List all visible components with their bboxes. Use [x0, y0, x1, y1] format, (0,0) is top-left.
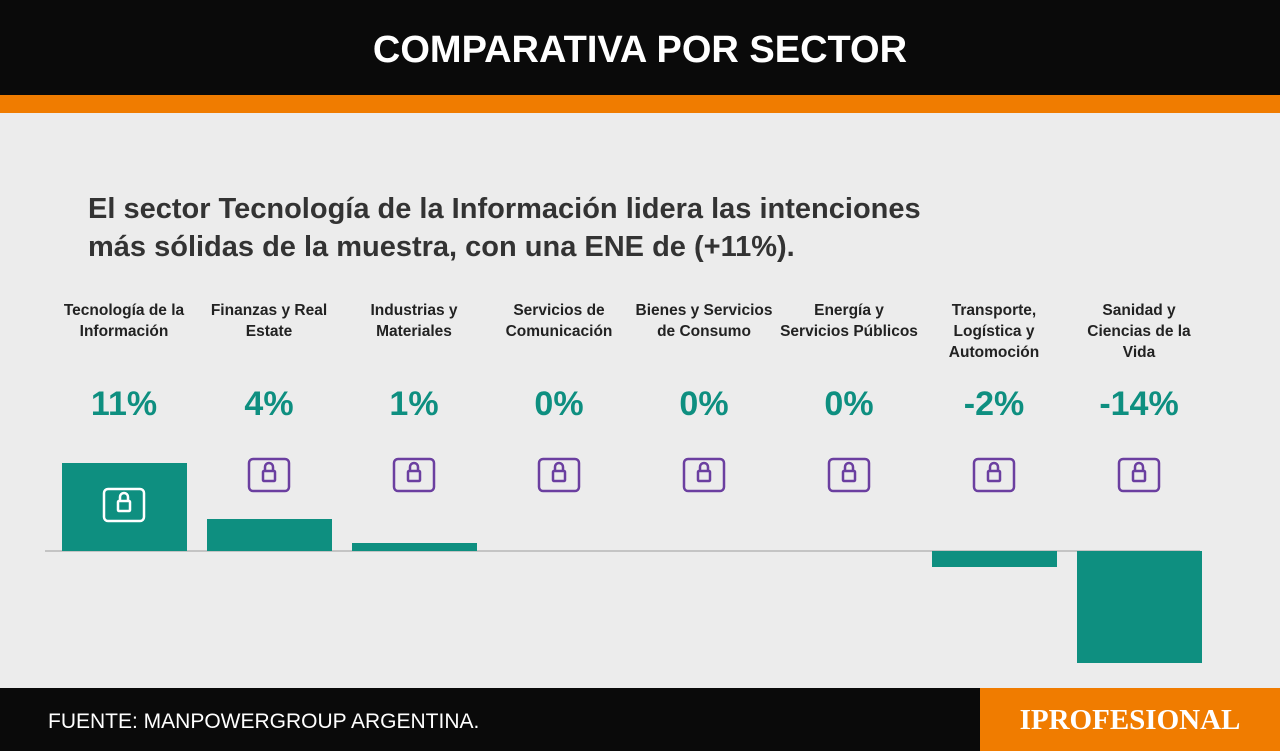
sector-icon: [537, 457, 581, 493]
value-label: 11%: [90, 385, 158, 423]
bar: [1077, 551, 1202, 663]
category-label: Tecnología de la Información: [63, 302, 185, 340]
sector-icon: [682, 457, 726, 493]
brand: IPROFESIONAL: [980, 688, 1280, 751]
zero-line: [45, 550, 1200, 552]
value-label: 4%: [244, 385, 294, 423]
category-label: Industrias y Materiales: [370, 302, 458, 340]
value-label: -2%: [963, 385, 1025, 423]
category-label: Sanidad y Ciencias de la Vida: [1087, 302, 1191, 361]
category-label: Finanzas y Real Estate: [210, 302, 328, 340]
sector-icon: [102, 487, 146, 523]
value-label: 0%: [534, 385, 584, 423]
bar: [62, 463, 187, 551]
category-label: Servicios de Comunicación: [505, 302, 613, 340]
sector-icon: [1117, 457, 1161, 493]
category-label: Bienes y Servicios de Consumo: [635, 302, 773, 340]
sector-icon: [247, 457, 291, 493]
value-label: 1%: [389, 385, 439, 423]
sector-icon: [972, 457, 1016, 493]
bar: [932, 551, 1057, 567]
category-label: Transporte, Logística y Automoción: [948, 302, 1040, 361]
chart-title: COMPARATIVA POR SECTOR: [0, 0, 1280, 95]
sector-icon: [827, 457, 871, 493]
value-label: 0%: [824, 385, 874, 423]
category-label: Energía y Servicios Públicos: [780, 302, 918, 340]
bar: [352, 543, 477, 551]
subtitle: El sector Tecnología de la Información l…: [88, 193, 921, 263]
accent-band: [0, 95, 1280, 113]
sector-icon: [392, 457, 436, 493]
value-label: -14%: [1099, 385, 1179, 423]
source: FUENTE: MANPOWERGROUP ARGENTINA.: [48, 710, 480, 733]
bar: [207, 519, 332, 551]
value-label: 0%: [679, 385, 729, 423]
